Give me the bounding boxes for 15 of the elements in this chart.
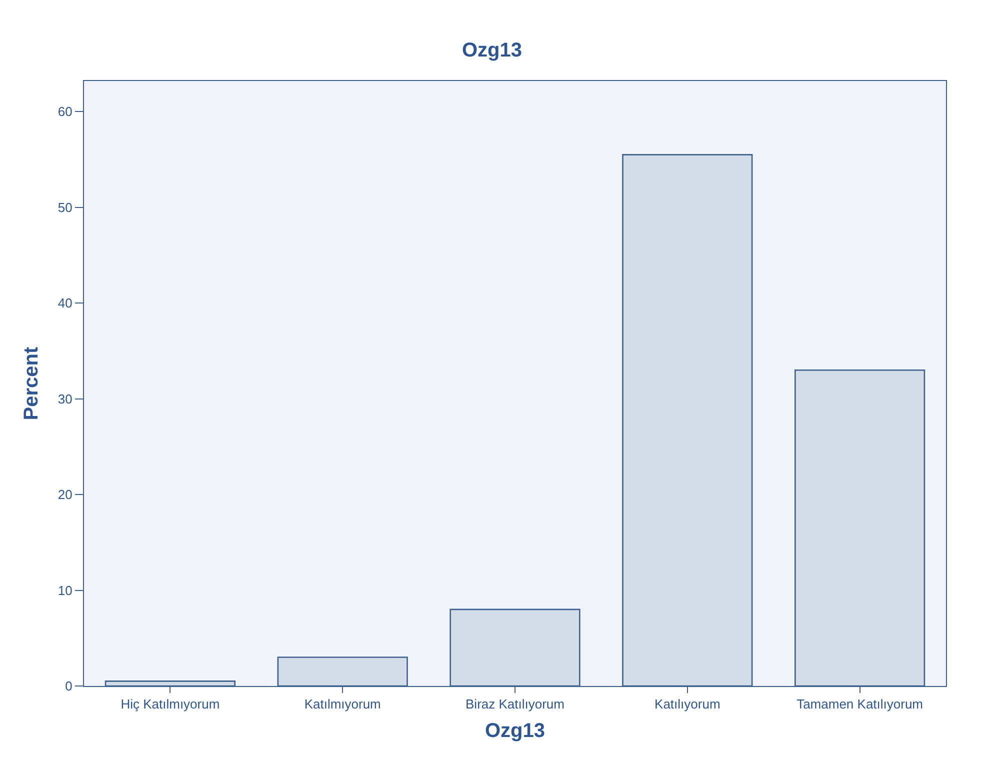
x-tick-label: Hiç Katılmıyorum <box>120 696 220 712</box>
x-tick-label: Katılmıyorum <box>304 696 381 712</box>
y-tick-label: 30 <box>58 391 72 406</box>
y-tick-label: 40 <box>58 296 72 311</box>
x-tick-label: Biraz Katılıyorum <box>466 696 564 712</box>
x-tick-label: Tamamen Katılıyorum <box>796 696 924 712</box>
chart-title: Ozg13 <box>462 39 522 62</box>
y-tick-label: 60 <box>58 104 72 120</box>
y-tick-label: 10 <box>58 582 72 598</box>
y-tick-label: 50 <box>58 200 72 215</box>
y-tick-label: 0 <box>65 678 72 694</box>
x-tick-label: Katılıyorum <box>654 696 720 712</box>
x-axis-title: Ozg13 <box>484 720 546 742</box>
y-axis-title: Percent <box>20 346 42 420</box>
y-tick-label: 20 <box>58 487 72 502</box>
